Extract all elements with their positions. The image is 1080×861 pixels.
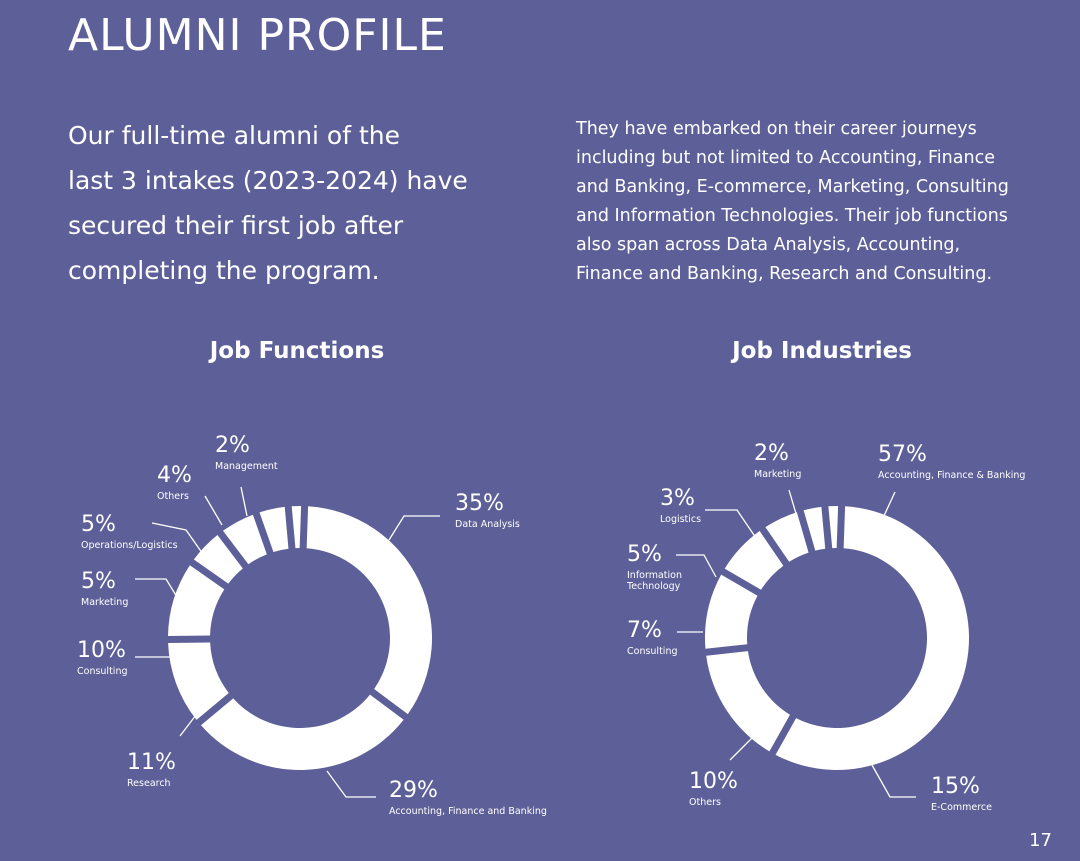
intro-summary-line: completing the program. [68,256,380,285]
intro-details-line: They have embarked on their career journ… [576,119,977,139]
intro-details-line: and Information Technologies. Their job … [576,206,1008,226]
value-label-operations-logistics: 5% [81,512,116,537]
intro-details-line: Finance and Banking, Research and Consul… [576,264,993,284]
category-label-management: Management [215,461,278,472]
intro-summary-line: last 3 intakes (2023-2024) have [68,166,468,195]
category-label-data-analysis: Data Analysis [455,519,520,530]
value-label-marketing: 5% [81,569,116,594]
category-label-consulting: Consulting [627,646,678,657]
leader-line-e-commerce [871,764,916,798]
intro-summary-line: secured their first job after [68,211,404,240]
leader-line-marketing [788,489,798,518]
category-label-operations-logistics: Operations/Logistics [81,540,178,551]
page-title: ALUMNI PROFILE [68,10,447,61]
slice-accounting-finance-banking [775,506,969,770]
value-label-data-analysis: 35% [455,491,504,516]
intro-summary: Our full-time alumni of the last 3 intak… [68,113,558,293]
job-industries-title: Job Industries [732,338,912,364]
category-label-information-technology: Information [627,570,682,581]
page-number: 17 [1029,830,1052,851]
value-label-others: 4% [157,463,192,488]
intro-summary-line: Our full-time alumni of the [68,121,401,150]
slice-management [291,506,302,549]
value-label-management: 2% [215,433,250,458]
leader-line-others [204,495,223,526]
slice-marketing [828,506,839,549]
intro-details-line: and Banking, E-commerce, Marketing, Cons… [576,177,1009,197]
slice-logistics [803,506,826,551]
leader-line-management [240,486,248,517]
value-label-consulting: 10% [77,638,126,663]
intro-details-line: including but not limited to Accounting,… [576,148,995,168]
value-label-accounting-finance-and-banking: 29% [389,778,438,803]
category-label-others: Others [157,491,189,502]
value-label-e-commerce: 15% [931,774,980,799]
leader-line-information-technology [676,554,717,578]
category-label-consulting: Consulting [77,666,128,677]
slice-accounting-finance-and-banking [200,694,404,770]
leader-line-accounting-finance-banking [882,491,896,519]
category-label-research: Research [127,778,171,789]
leader-line-data-analysis [388,515,440,541]
category-label-accounting-finance-and-banking: Accounting, Finance and Banking [389,806,547,817]
value-label-logistics: 3% [660,486,695,511]
category-label-accounting-finance-banking: Accounting, Finance & Banking [878,470,1025,481]
job-industries-donut: 57% Accounting, Finance & Banking 15% E-Com… [626,441,1025,813]
category-label-marketing: Marketing [81,597,128,608]
slice-operations-logistics [222,514,267,565]
leader-line-others [729,737,753,761]
category-label-information-technology: Technology [626,581,681,592]
slice-information-technology [765,512,809,562]
intro-details: They have embarked on their career journ… [576,115,1076,289]
value-label-marketing: 2% [754,441,789,466]
value-label-consulting: 7% [627,618,662,643]
slice-consulting [168,565,225,637]
slice-others [259,506,289,553]
job-functions-donut: 35% Data Analysis 29% Accounting, Finance a… [77,433,547,817]
value-label-research: 11% [127,750,176,775]
leader-line-operations-logistics [151,522,206,558]
category-label-marketing: Marketing [754,469,801,480]
value-label-information-technology: 5% [627,542,662,567]
leader-line-research [179,714,197,737]
job-functions-title: Job Functions [209,338,385,364]
category-label-logistics: Logistics [660,514,701,525]
leader-line-marketing [135,578,178,598]
slice-marketing [193,535,243,584]
slice-consulting [724,531,784,590]
category-label-others: Others [689,797,721,808]
slice-others [704,574,758,649]
value-label-others: 10% [689,769,738,794]
slice-e-commerce [706,651,790,752]
leader-line-accounting-finance-and-banking [326,770,376,798]
category-label-e-commerce: E-Commerce [931,802,992,813]
intro-details-line: also span across Data Analysis, Accounti… [576,235,961,255]
slice-data-analysis [306,506,433,715]
value-label-accounting-finance-banking: 57% [878,442,927,467]
slice-research [168,642,229,720]
leader-line-logistics [705,509,757,539]
